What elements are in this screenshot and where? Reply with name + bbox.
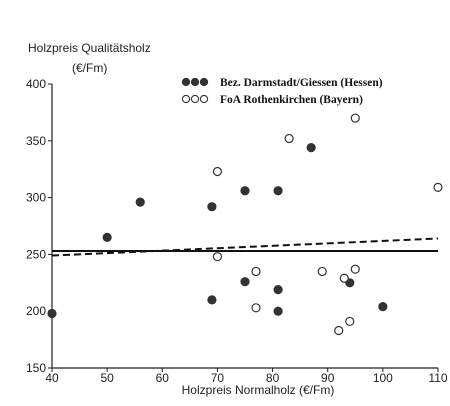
tick-labels: 150 200 250 300 350 400 40 50 60 70 80 90 100 110: [26, 77, 448, 385]
legend-label-bayern: FoA Rothenkirchen (Bayern): [220, 94, 363, 106]
legend-marker-hessen: [190, 77, 200, 87]
x-axis-label: Holzpreis Normalholz (€/Fm): [182, 383, 335, 397]
y-tick-label: 300: [26, 191, 46, 205]
x-tick-label: 60: [156, 371, 170, 385]
legend: Bez. Darmstadt/Giessen (Hessen) FoA Rothe…: [181, 77, 383, 106]
data-point-bayern: [212, 166, 223, 177]
data-point-hessen: [207, 202, 217, 212]
trend-lines: [51, 237, 439, 257]
data-point-bayern: [334, 325, 344, 336]
data-point-hessen: [135, 197, 145, 207]
x-tick-label: 110: [428, 371, 447, 385]
y-axis-label-line1: Holzpreis Qualitätsholz: [28, 41, 151, 55]
data-point-hessen: [306, 143, 316, 153]
trend-line-bayern: [51, 237, 439, 257]
data-point-bayern: [251, 303, 261, 313]
data-point-bayern: [339, 273, 349, 283]
x-tick-label: 90: [321, 371, 335, 385]
data-point-bayern: [212, 252, 223, 262]
y-tick-label: 400: [26, 77, 46, 91]
data-point-bayern: [345, 316, 355, 327]
legend-label-hessen: Bez. Darmstadt/Giessen (Hessen): [220, 77, 383, 89]
x-tick-label: 40: [45, 371, 59, 385]
data-points: [47, 113, 443, 336]
data-point-hessen: [240, 277, 250, 287]
data-point-bayern: [350, 264, 360, 274]
data-point-bayern: [284, 133, 294, 144]
y-tick-label: 150: [26, 361, 46, 375]
x-tick-label: 50: [100, 371, 114, 385]
y-tick-label: 350: [26, 134, 46, 148]
data-point-hessen: [47, 308, 57, 319]
data-point-hessen: [207, 295, 217, 305]
y-tick-label: 250: [26, 247, 46, 261]
x-tick-label: 70: [211, 371, 225, 385]
data-point-hessen: [273, 186, 283, 196]
legend-marker-bayern: [190, 94, 200, 104]
data-point-hessen: [240, 186, 250, 196]
legend-marker-hessen: [199, 77, 209, 87]
legend-marker-bayern: [199, 94, 209, 104]
y-axis-label-line2: (€/Fm): [72, 61, 107, 75]
axes: [48, 83, 439, 372]
data-point-bayern: [433, 182, 443, 192]
data-point-bayern: [251, 266, 261, 277]
data-point-hessen: [273, 285, 283, 295]
x-tick-label: 80: [266, 371, 280, 385]
data-point-hessen: [273, 306, 283, 316]
data-point-bayern: [350, 113, 360, 123]
data-point-bayern: [317, 266, 327, 277]
legend-marker-bayern: [181, 94, 191, 104]
y-tick-label: 200: [26, 304, 46, 318]
data-point-hessen: [378, 302, 388, 312]
x-tick-label: 100: [373, 371, 393, 385]
data-point-hessen: [102, 232, 112, 242]
legend-marker-hessen: [181, 77, 191, 87]
